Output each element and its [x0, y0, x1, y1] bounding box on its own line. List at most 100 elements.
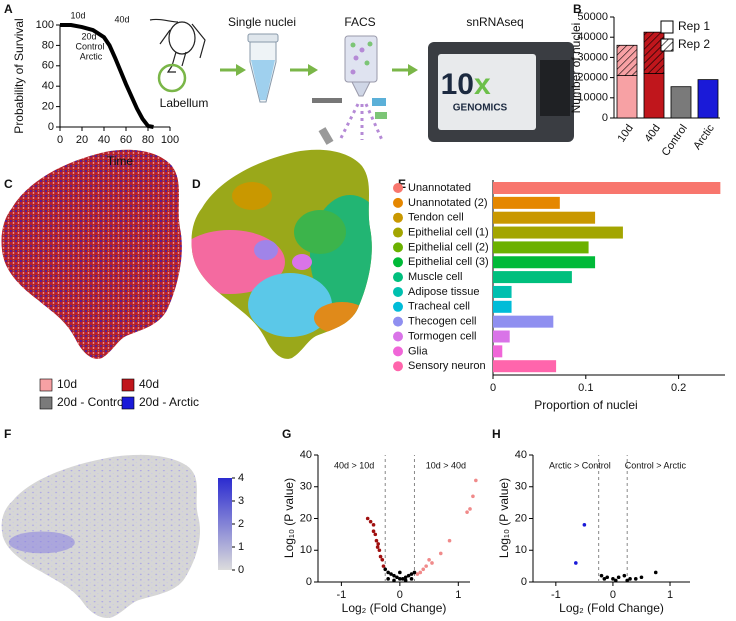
x-tick-label: Arctic [691, 122, 717, 152]
bar [493, 345, 503, 358]
y-tick-label: 40 [42, 80, 54, 92]
point [633, 577, 638, 581]
x-tick-label: 60 [120, 134, 132, 146]
category-label: Tormogen cell [408, 330, 476, 342]
survival-curve [60, 23, 154, 129]
bar-segment [670, 86, 692, 119]
x-axis-label: Time [107, 154, 134, 168]
hatch [644, 32, 664, 74]
x-tick-label: 100 [161, 134, 179, 146]
point [409, 572, 414, 576]
legend-label: 20d - Arctic [139, 395, 199, 409]
point [625, 578, 629, 583]
colorbar-label: 1 [238, 541, 244, 553]
point [438, 551, 443, 556]
point [653, 570, 658, 575]
x-tick-label: -1 [336, 589, 346, 601]
legend-dot [393, 212, 403, 223]
category-label: Tendon cell [408, 212, 464, 224]
legend-dot [393, 361, 403, 372]
x-tick-label: 10d [615, 123, 635, 145]
category-label: Epithelial cell (3) [408, 256, 489, 268]
point [602, 577, 607, 581]
point [392, 573, 396, 578]
x-axis-label: Log₂ (Fold Change) [342, 601, 447, 615]
y-tick-label: 80 [42, 39, 54, 51]
y-tick-label: 60 [42, 60, 54, 72]
x-tick-label: 0.2 [671, 382, 686, 394]
logo-brand: GENOMICS [453, 103, 508, 114]
x-axis-label: Log₂ (Fold Change) [559, 601, 664, 615]
legend-label: 10d [57, 377, 77, 391]
point [381, 564, 386, 568]
panel-label: C [4, 177, 13, 191]
tube [247, 33, 279, 103]
point [383, 567, 388, 572]
legend-swatch [121, 378, 135, 392]
colorbar-label: 2 [238, 518, 244, 530]
y-tick-label: 0 [306, 576, 312, 588]
colorbar-label: 0 [238, 564, 244, 576]
x-tick-label: 80 [142, 134, 154, 146]
umap-c [1, 149, 182, 359]
category-label: Muscle cell [408, 271, 462, 283]
y-axis-label: Log₁₀ (P value) [282, 478, 296, 558]
y-tick-label: 0 [521, 576, 527, 588]
y-tick-label: 20000 [577, 72, 608, 84]
point [400, 577, 405, 581]
bar [493, 330, 510, 343]
legend-dot [393, 257, 403, 268]
series-label: Control > Arctic [625, 460, 687, 470]
point [412, 570, 417, 575]
point [376, 542, 381, 546]
point [403, 575, 408, 580]
category-label: Epithelial cell (1) [408, 226, 489, 238]
legend-label: 40d [139, 377, 159, 391]
series-label: 40d > 10d [334, 460, 374, 470]
point [616, 575, 621, 580]
bar [493, 300, 512, 313]
y-tick-label: 10000 [577, 92, 608, 104]
x-tick-label: 0 [610, 589, 616, 601]
legend-dot [393, 227, 403, 238]
y-tick-label: 40000 [577, 31, 608, 43]
umap-f [1, 454, 201, 618]
series-label: Arctic > Control [549, 460, 611, 470]
point [639, 575, 644, 580]
legend-dot [393, 197, 403, 208]
point [474, 478, 478, 483]
bar [493, 196, 560, 209]
umap-d [191, 149, 372, 359]
x-tick-label: 1 [455, 589, 461, 601]
point [447, 538, 452, 543]
category-label: Glia [408, 345, 428, 357]
bar [493, 256, 596, 269]
y-tick-label: 30000 [577, 51, 608, 63]
y-tick-label: 20 [300, 512, 312, 524]
legend-dot [393, 242, 403, 253]
panel-label: A [4, 2, 13, 16]
point [468, 507, 472, 511]
bar [493, 241, 589, 254]
arrows [220, 64, 418, 76]
x-tick-label: 0 [57, 134, 63, 146]
legend-dot [393, 272, 403, 283]
point [398, 570, 402, 575]
point [378, 554, 383, 559]
step-label: snRNAseq [466, 15, 523, 29]
y-tick-label: 50000 [577, 11, 608, 23]
point [409, 577, 414, 581]
bar [493, 211, 596, 224]
annotation: Control [75, 41, 104, 51]
x-axis-label: Proportion of nuclei [534, 398, 637, 412]
point [582, 523, 587, 527]
bar [493, 285, 512, 298]
x-tick-label: 20 [76, 134, 88, 146]
x-tick-label: Control [660, 123, 690, 159]
x-tick-label: 40d [642, 123, 662, 145]
point [471, 494, 475, 499]
logo-letter: x [474, 68, 491, 101]
point [465, 510, 469, 514]
bar [493, 360, 557, 373]
